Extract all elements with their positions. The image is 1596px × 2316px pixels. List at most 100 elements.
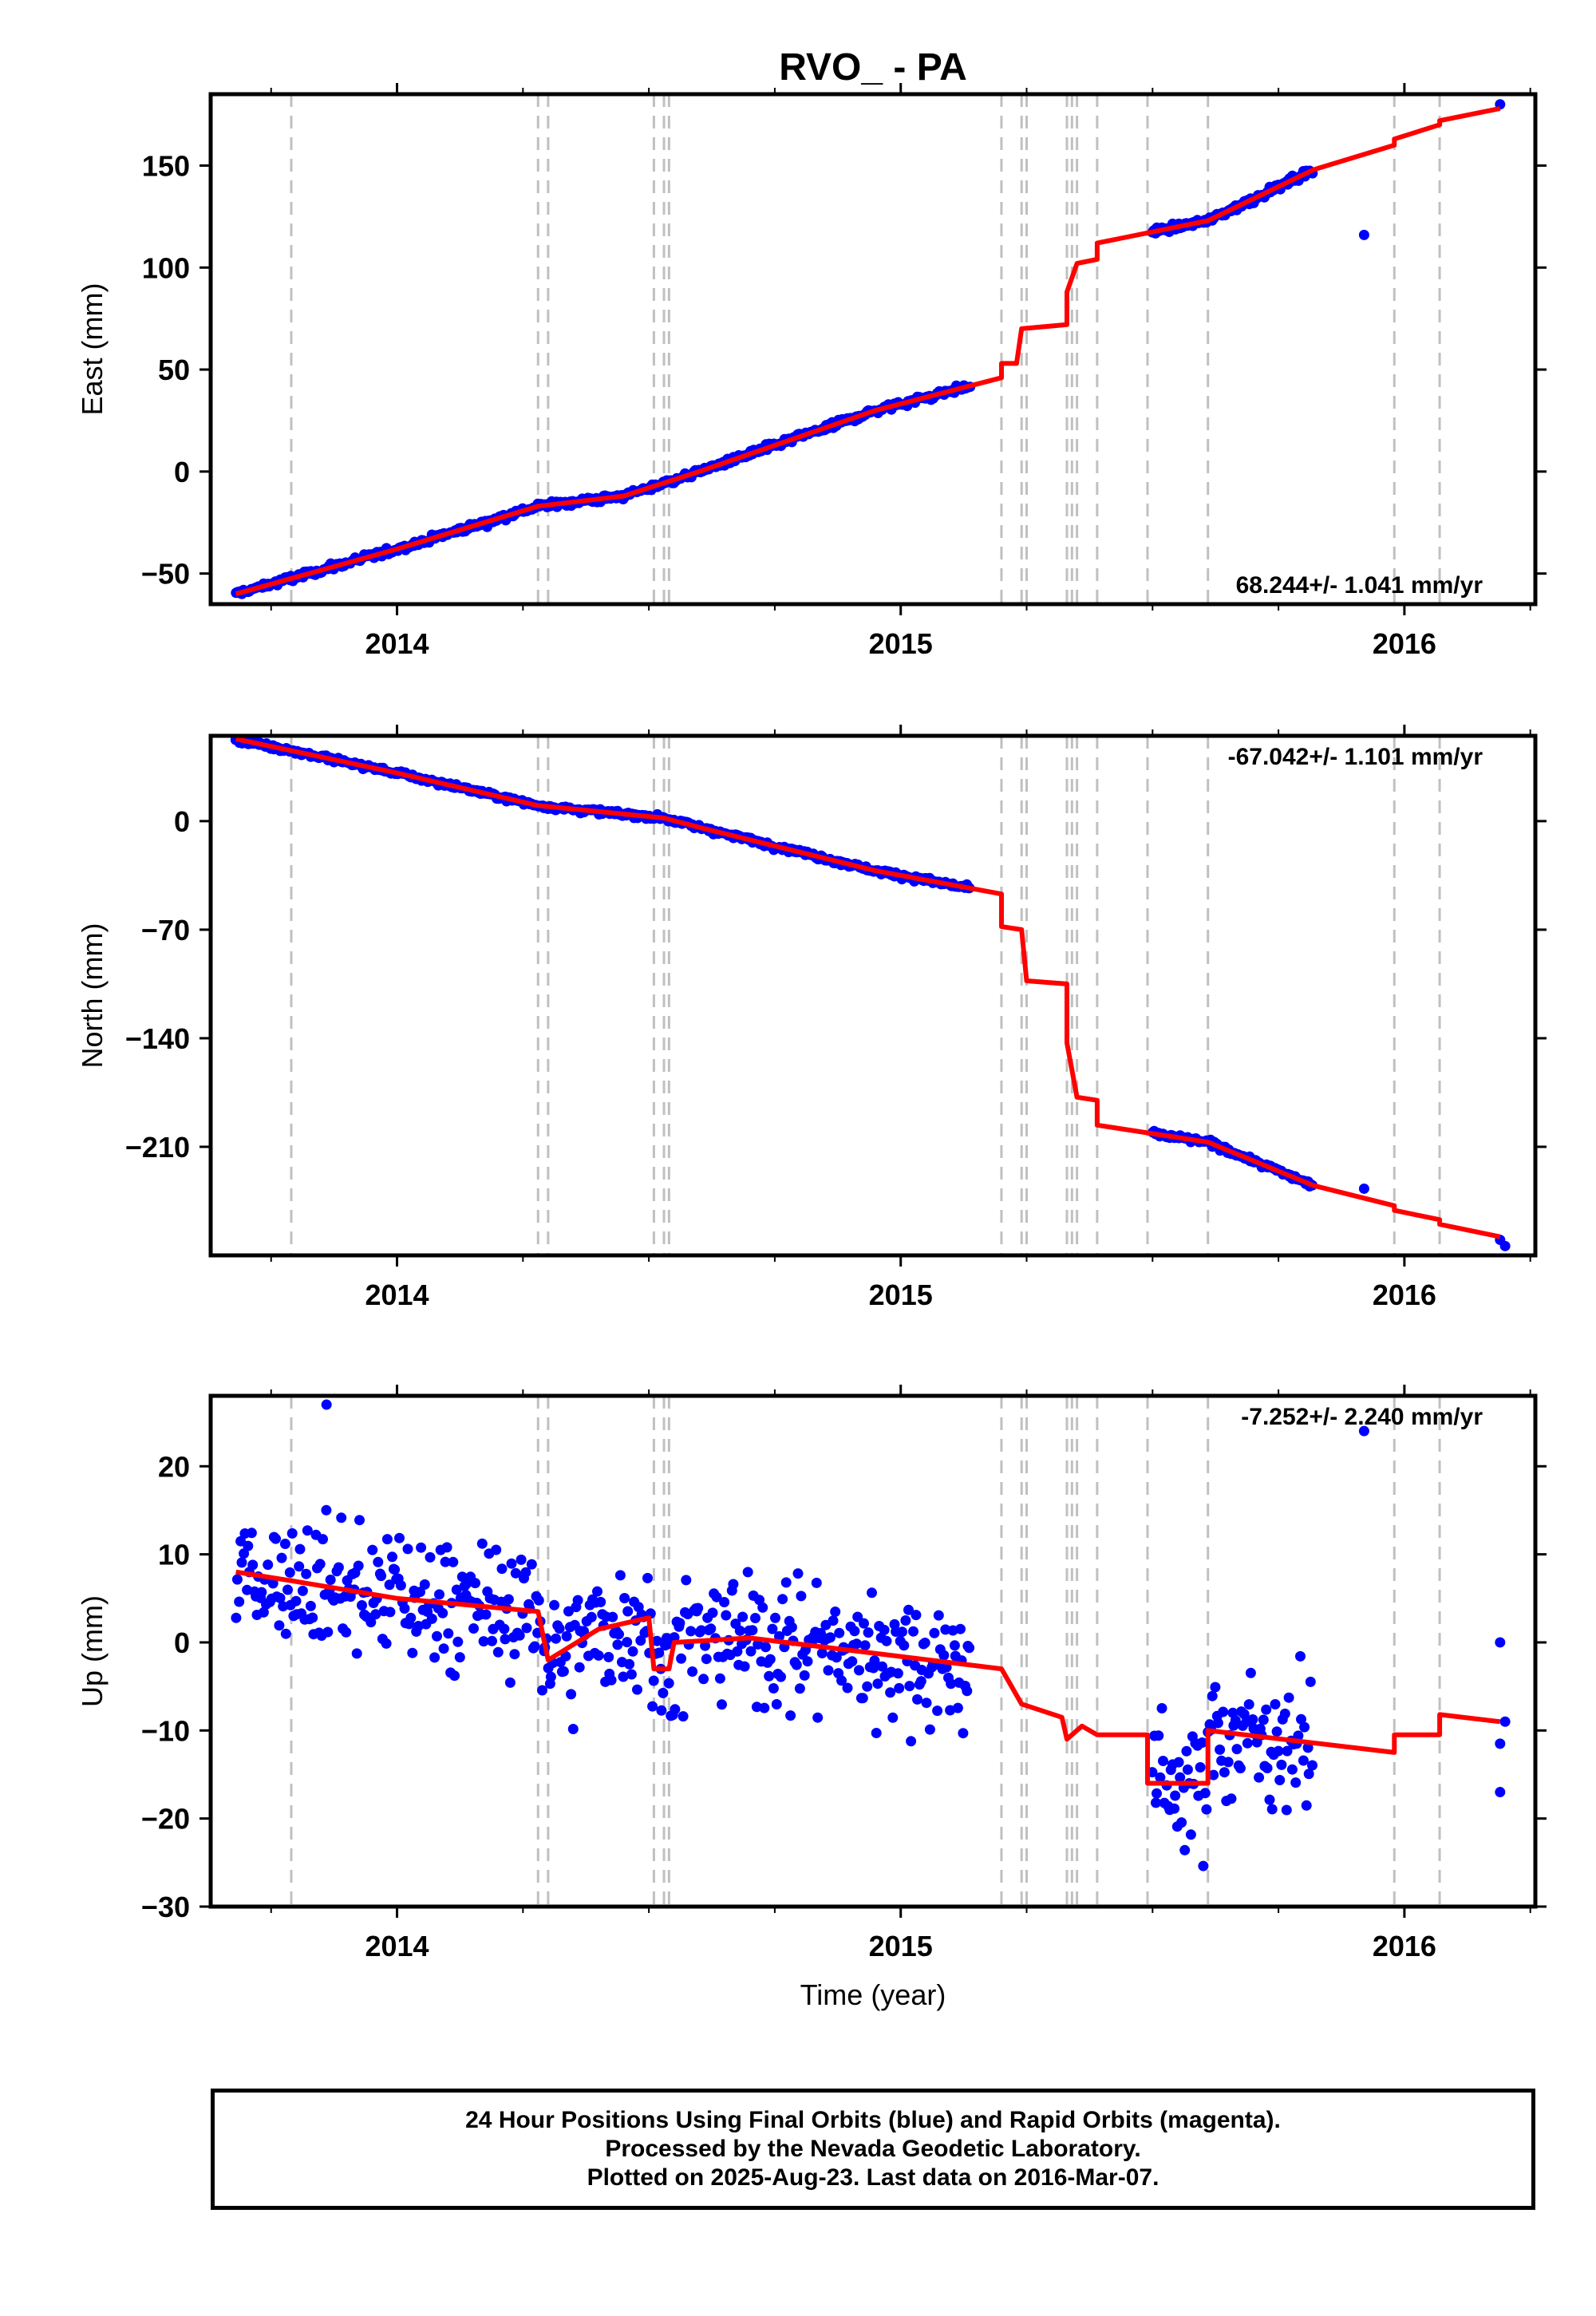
observation-point — [258, 1607, 269, 1618]
observation-point — [933, 1610, 944, 1621]
observation-point — [626, 1669, 637, 1680]
observation-point — [732, 1646, 743, 1657]
y-tick-label: 0 — [174, 805, 190, 838]
observation-point — [506, 1558, 517, 1569]
outlier-point — [1358, 1425, 1369, 1437]
observation-point — [387, 1551, 397, 1563]
observation-point — [622, 1637, 633, 1648]
observation-point — [881, 1635, 892, 1646]
observation-point — [614, 1570, 626, 1581]
observation-point — [1175, 1772, 1186, 1783]
observation-point — [370, 1609, 381, 1620]
observation-point — [962, 1686, 973, 1697]
observation-point — [707, 1607, 718, 1618]
observation-point — [1195, 1762, 1206, 1773]
velocity-annotation: -7.252+/- 2.240 mm/yr — [1241, 1404, 1483, 1430]
observation-point — [764, 1670, 775, 1682]
observation-point — [642, 1572, 653, 1583]
observation-point — [563, 1606, 574, 1617]
observation-point — [1226, 1793, 1237, 1804]
observation-point — [759, 1702, 770, 1713]
observation-point — [239, 1548, 250, 1559]
observation-point — [558, 1666, 569, 1677]
observation-point — [770, 1612, 780, 1623]
observation-point — [859, 1640, 871, 1651]
outlier-point — [1358, 1183, 1369, 1194]
y-tick-label: −30 — [141, 1891, 190, 1923]
observation-point — [945, 1705, 956, 1716]
observation-point — [434, 1589, 444, 1600]
observation-point — [777, 1594, 788, 1605]
observation-point — [1271, 1726, 1282, 1737]
observation-point — [768, 1683, 779, 1694]
observation-point — [470, 1578, 480, 1589]
outlier-point — [1495, 1787, 1506, 1798]
observation-point — [341, 1626, 352, 1638]
y-tick-label: 50 — [158, 354, 190, 386]
observation-point — [419, 1579, 430, 1590]
observation-point — [656, 1705, 667, 1716]
observation-point — [887, 1712, 899, 1723]
observation-point — [1173, 1757, 1184, 1768]
observation-point — [381, 1534, 393, 1545]
panel-north: −210 −140 −70 0 2014 2015 2016 North (mm) -67.04… — [76, 725, 1547, 1311]
observation-point — [719, 1597, 730, 1607]
observation-point — [1276, 1759, 1287, 1770]
observation-point — [1158, 1756, 1168, 1766]
observation-point — [1261, 1704, 1272, 1715]
observation-point — [492, 1646, 504, 1658]
x-tick-label: 2014 — [365, 627, 429, 660]
observation-point — [897, 1626, 907, 1638]
observation-point — [451, 1584, 462, 1595]
observation-point — [425, 1551, 436, 1563]
observation-point — [619, 1593, 630, 1603]
observation-point — [274, 1620, 285, 1631]
observation-point — [908, 1626, 918, 1637]
observation-point — [912, 1694, 922, 1705]
observation-point — [825, 1632, 836, 1643]
observation-point — [468, 1623, 479, 1634]
y-tick-label: −20 — [141, 1803, 190, 1836]
observation-point — [1185, 1829, 1196, 1840]
observation-point — [624, 1658, 635, 1670]
observation-point — [734, 1625, 745, 1636]
observation-point — [647, 1701, 658, 1712]
observation-point — [407, 1647, 418, 1658]
observation-point — [1212, 1717, 1223, 1729]
note-line-orbits: 24 Hour Positions Using Final Orbits (bl… — [465, 2107, 1281, 2133]
observation-point — [307, 1612, 318, 1623]
plot-frame — [208, 1393, 1538, 1909]
observation-point — [651, 1635, 662, 1646]
observation-point — [1176, 1817, 1187, 1828]
panel-up: −30 −20 −10 0 10 20 2014 2015 2016 Up (mm) -7.252+… — [76, 1385, 1547, 1962]
observation-point — [802, 1656, 813, 1667]
observation-point — [438, 1643, 449, 1654]
observation-point — [854, 1665, 864, 1676]
observation-point — [869, 1655, 880, 1666]
observation-point — [823, 1665, 834, 1676]
observation-point — [284, 1567, 295, 1578]
observation-point — [871, 1728, 882, 1738]
observation-point — [549, 1599, 560, 1611]
observation-point — [521, 1622, 532, 1634]
observation-point — [314, 1559, 326, 1570]
observation-point — [919, 1638, 930, 1648]
observation-point — [737, 1611, 749, 1622]
y-tick-label: −70 — [141, 914, 190, 947]
observation-point — [533, 1595, 544, 1606]
observation-point — [678, 1711, 689, 1722]
outlier-point — [1499, 1716, 1511, 1727]
observation-point — [771, 1699, 782, 1709]
observation-point — [443, 1628, 454, 1639]
x-tick-label: 2014 — [365, 1930, 429, 1962]
observation-point — [899, 1640, 910, 1651]
observation-point — [1179, 1844, 1191, 1856]
observation-point — [698, 1674, 709, 1685]
observation-point — [1210, 1682, 1221, 1693]
observation-point — [478, 1636, 489, 1647]
observation-point — [267, 1578, 279, 1589]
plot-frame — [208, 92, 1538, 607]
observation-point — [849, 1626, 860, 1637]
observation-point — [1298, 1755, 1309, 1766]
observation-point — [432, 1630, 442, 1642]
